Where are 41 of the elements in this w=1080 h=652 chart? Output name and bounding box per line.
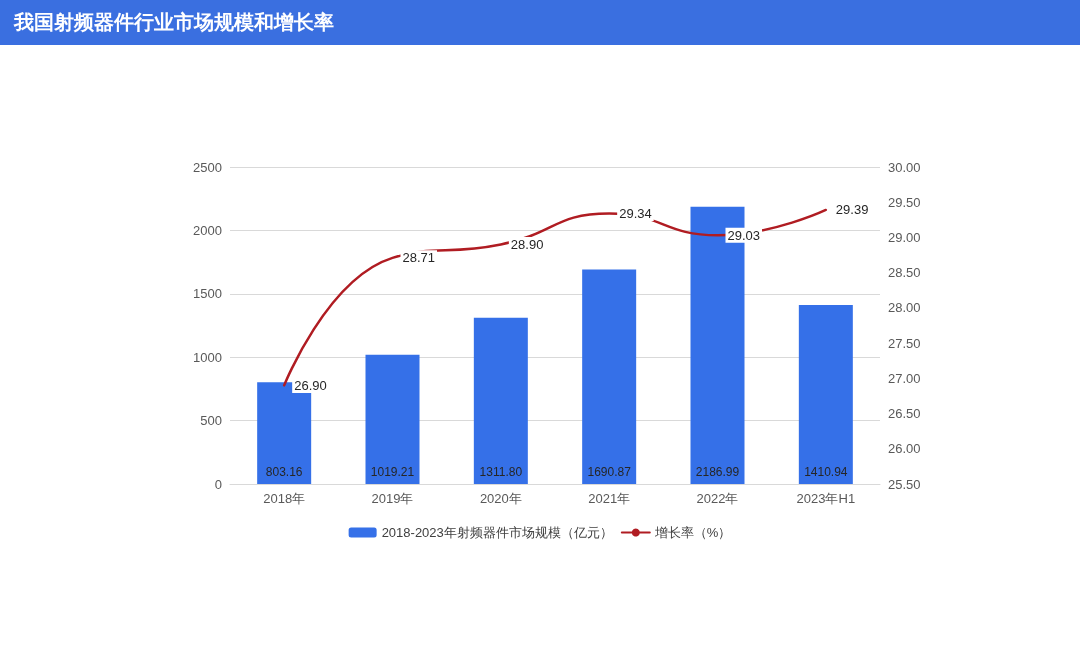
chart-title: 我国射频器件行业市场规模和增长率: [0, 0, 1080, 45]
y-tick-label: 0: [214, 476, 222, 492]
data-label: 26.90: [294, 377, 327, 393]
y2-tick-label: 28.50: [888, 265, 921, 281]
data-label: 1410.94: [804, 465, 848, 479]
y-tick-label: 2500: [193, 159, 222, 175]
data-label: 29.39: [835, 202, 869, 218]
y2-tick-label: 28.00: [888, 300, 921, 316]
bar: [365, 354, 420, 484]
y2-tick-label: 27.50: [888, 335, 921, 351]
y-tick-label: 1000: [193, 349, 222, 365]
y2-tick-label: 29.00: [888, 229, 921, 245]
y-tick-label: 500: [200, 413, 222, 429]
y2-tick-label: 25.50: [888, 476, 921, 492]
y-tick-label: 1500: [193, 286, 222, 302]
data-label: 29.03: [727, 227, 761, 243]
y-tick-label: 2000: [193, 222, 222, 238]
y2-tick-label: 26.50: [888, 406, 921, 422]
x-tick-label: 2018年: [263, 491, 306, 506]
x-tick-label: 2023年H1: [796, 491, 856, 506]
y2-tick-label: 29.50: [888, 194, 921, 210]
y2-tick-label: 26.00: [888, 441, 921, 457]
bar: [582, 269, 637, 484]
legend-label: 2018-2023年射频器件市场规模（亿元）: [381, 525, 613, 540]
data-label: 803.16: [265, 465, 303, 479]
data-label: 2186.99: [695, 465, 740, 479]
x-tick-label: 2021年: [588, 491, 631, 506]
y2-tick-label: 27.00: [888, 370, 921, 386]
data-label: 29.34: [619, 205, 652, 221]
data-label: 28.71: [402, 250, 436, 266]
legend-label: 增长率（%）: [653, 525, 732, 540]
data-label: 1311.80: [479, 465, 523, 479]
x-tick-label: 2020年: [479, 491, 522, 506]
data-label: 28.90: [510, 236, 544, 252]
data-label: 1019.21: [370, 465, 415, 479]
x-tick-label: 2022年: [696, 491, 739, 506]
data-label: 1690.87: [587, 465, 632, 479]
x-tick-label: 2019年: [371, 491, 414, 506]
y2-tick-label: 30.00: [888, 159, 921, 175]
bar: [473, 317, 528, 484]
bar: [798, 305, 853, 484]
